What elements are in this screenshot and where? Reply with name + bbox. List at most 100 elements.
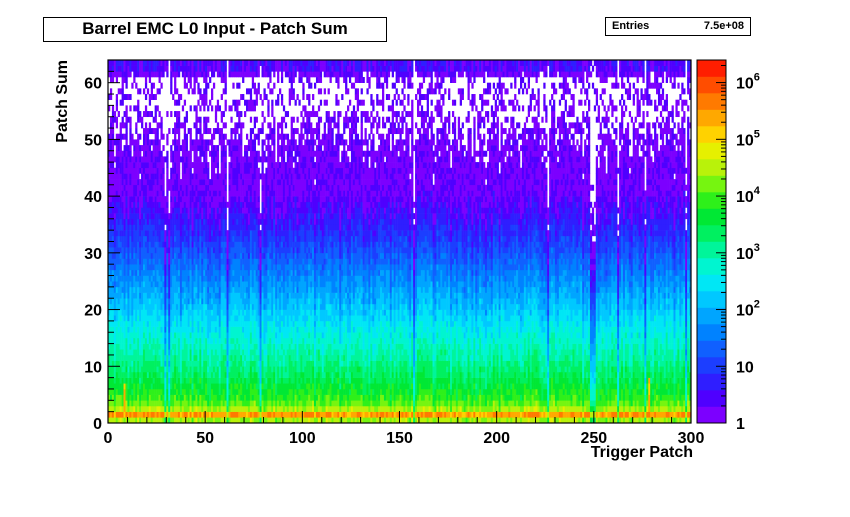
heatmap-cell <box>166 156 169 163</box>
heatmap-cell <box>279 264 282 271</box>
heatmap-cell <box>125 65 128 72</box>
heatmap-cell <box>135 320 138 327</box>
heatmap-cell <box>277 196 280 203</box>
heatmap-cell <box>108 383 111 390</box>
heatmap-cell <box>115 258 119 265</box>
heatmap-cell <box>251 286 255 293</box>
heatmap-cell <box>109 230 113 237</box>
heatmap-cell <box>152 337 155 344</box>
heatmap-cell <box>214 179 218 186</box>
heatmap-cell <box>148 241 152 248</box>
heatmap-cell <box>236 264 239 271</box>
heatmap-cell <box>203 298 206 305</box>
heatmap-cell <box>279 173 282 180</box>
heatmap-cell <box>177 411 181 418</box>
heatmap-cell <box>139 196 142 203</box>
heatmap-cell <box>220 394 223 401</box>
heatmap-cell <box>187 162 190 169</box>
heatmap-cell <box>222 309 225 316</box>
heatmap-cell <box>240 60 243 66</box>
heatmap-cell <box>109 71 113 78</box>
heatmap-cell <box>261 354 264 361</box>
heatmap-cell <box>222 326 225 333</box>
heatmap-cell <box>214 241 218 248</box>
heatmap-cell <box>279 65 282 72</box>
heatmap-cell <box>142 354 146 361</box>
heatmap-cell <box>162 303 165 310</box>
heatmap-cell <box>127 275 130 282</box>
heatmap-cell <box>201 224 204 231</box>
heatmap-cell <box>189 71 192 78</box>
heatmap-cell <box>214 128 218 135</box>
heatmap-cell <box>259 366 262 373</box>
heatmap-cell <box>234 394 237 401</box>
heatmap-cell <box>238 371 241 378</box>
heatmap-cell <box>109 343 113 350</box>
heatmap-cell <box>253 162 256 169</box>
heatmap-cell <box>144 247 148 254</box>
heatmap-cell <box>261 235 264 242</box>
heatmap-cell <box>170 281 173 288</box>
heatmap-cell <box>158 60 161 66</box>
heatmap-cell <box>148 388 152 395</box>
heatmap-cell <box>189 145 192 152</box>
heatmap-cell <box>242 377 245 384</box>
heatmap-cell <box>183 388 187 395</box>
heatmap-cell <box>117 349 120 356</box>
heatmap-cell <box>139 405 142 412</box>
heatmap-cell <box>164 349 167 356</box>
heatmap-cell <box>177 122 181 129</box>
heatmap-cell <box>212 394 216 401</box>
heatmap-cell <box>152 417 155 424</box>
heatmap-cell <box>259 394 262 401</box>
heatmap-cell <box>236 122 239 129</box>
heatmap-cell <box>263 332 266 339</box>
heatmap-cell <box>214 320 218 327</box>
heatmap-cell <box>137 394 140 401</box>
heatmap-cell <box>185 320 188 327</box>
heatmap-cell <box>125 213 128 220</box>
heatmap-cell <box>177 128 181 135</box>
heatmap-cell <box>240 269 243 276</box>
heatmap-cell <box>179 315 183 322</box>
heatmap-cell <box>251 77 255 83</box>
heatmap-cell <box>265 383 268 390</box>
heatmap-cell <box>142 258 146 265</box>
heatmap-cell <box>201 275 204 282</box>
heatmap-cell <box>172 377 175 384</box>
heatmap-cell <box>160 281 163 288</box>
heatmap-cell <box>148 65 152 72</box>
heatmap-cell <box>253 247 256 254</box>
heatmap-cell <box>207 224 210 231</box>
heatmap-cell <box>232 156 235 163</box>
heatmap-cell <box>154 394 157 401</box>
heatmap-cell <box>152 190 155 197</box>
heatmap-cell <box>267 309 270 316</box>
heatmap-cell <box>135 343 138 350</box>
heatmap-cell <box>179 377 183 384</box>
heatmap-cell <box>160 60 163 66</box>
heatmap-cell <box>267 99 270 106</box>
heatmap-cell <box>203 405 206 412</box>
heatmap-cell <box>242 94 245 100</box>
heatmap-cell <box>271 150 274 157</box>
heatmap-cell <box>203 247 206 254</box>
heatmap-cell <box>228 388 231 395</box>
heatmap-cell <box>144 173 148 180</box>
heatmap-cell <box>211 320 214 327</box>
heatmap-cell <box>119 377 122 384</box>
heatmap-cell <box>253 213 256 220</box>
heatmap-cell <box>220 111 223 118</box>
heatmap-cell <box>212 377 216 384</box>
heatmap-cell <box>207 247 210 254</box>
heatmap-cell <box>234 264 237 271</box>
heatmap-cell <box>247 241 251 248</box>
heatmap-cell <box>273 150 276 157</box>
heatmap-cell <box>154 201 157 208</box>
heatmap-cell <box>224 383 227 390</box>
heatmap-cell <box>129 337 132 344</box>
heatmap-cell <box>249 247 253 254</box>
heatmap-cell <box>255 371 258 378</box>
heatmap-cell <box>144 139 148 146</box>
heatmap-cell <box>160 82 163 89</box>
